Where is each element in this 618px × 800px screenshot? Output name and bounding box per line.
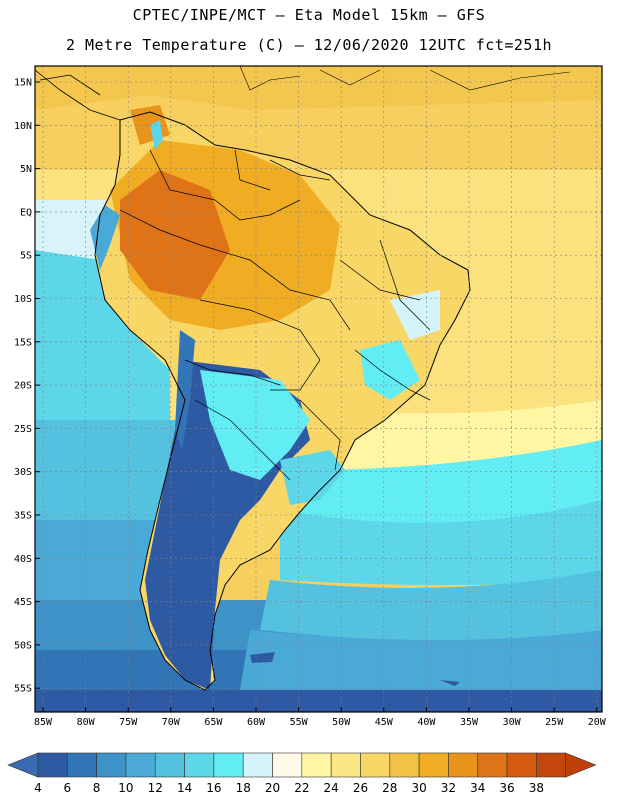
lon-tick-label: 30W <box>503 717 522 728</box>
colorbar-swatch <box>154 752 185 778</box>
lat-tick-label: 5N <box>20 164 32 175</box>
colorbar-swatch <box>506 752 537 778</box>
colorbar-swatch <box>96 752 127 778</box>
lat-tick-label: 10S <box>14 294 32 305</box>
colorbar-swatch <box>360 752 391 778</box>
colorbar-swatch <box>125 752 156 778</box>
colorbar-label: 4 <box>34 781 42 795</box>
axis-ticks: 15N 10N 5N EQ 5S 10S 15S 20S 25S 30S 35S 40S 45S 50S 5… <box>14 78 607 729</box>
chaco-mild <box>200 370 310 480</box>
lon-tick-label: 75W <box>119 717 138 728</box>
colorbar-over-arrow <box>565 752 597 778</box>
lon-tick-label: 65W <box>204 717 223 728</box>
lon-tick-label: 70W <box>162 717 181 728</box>
central-america-coast <box>35 69 121 121</box>
colorbar-label: 18 <box>236 781 251 795</box>
lon-tick-label: 35W <box>460 717 479 728</box>
lat-tick-label: 10N <box>14 121 32 132</box>
andes-north <box>90 205 120 270</box>
colorbar-swatch <box>330 752 361 778</box>
colorbar-label: 38 <box>529 781 544 795</box>
lat-tick-label: 15S <box>14 337 32 348</box>
colorbar-swatch <box>242 752 273 778</box>
coastline <box>94 111 471 691</box>
south-georgia <box>440 680 460 686</box>
colorbar-label: 36 <box>499 781 514 795</box>
colorbar-swatch <box>477 752 508 778</box>
colorbar-under-arrow <box>7 752 39 778</box>
colorbar-label: 8 <box>93 781 101 795</box>
lat-tick-label: 45S <box>14 597 32 608</box>
lon-tick-label: 60W <box>247 717 266 728</box>
falklands <box>250 652 275 663</box>
lon-tick-label: 25W <box>545 717 564 728</box>
country-borders <box>119 149 431 481</box>
lon-tick-label: 50W <box>332 717 351 728</box>
colorbar-swatch <box>37 752 68 778</box>
colorbar-swatch <box>536 752 566 778</box>
colorbar-label: 16 <box>206 781 221 795</box>
lat-tick-label: EQ <box>20 207 32 218</box>
colorbar-label: 12 <box>148 781 163 795</box>
lon-tick-label: 20W <box>588 717 607 728</box>
lat-tick-label: 40S <box>14 554 32 565</box>
colorbar-swatch <box>389 752 420 778</box>
lat-tick-label: 15N <box>14 78 32 89</box>
lat-tick-label: 5S <box>20 251 32 262</box>
andes-colombia <box>150 120 163 150</box>
atlantic-band-16 <box>290 440 602 528</box>
lat-tick-label: 20S <box>14 381 32 392</box>
lat-tick-label: 35S <box>14 511 32 522</box>
uruguay-mild <box>280 450 345 505</box>
atlantic-band-14 <box>280 500 602 585</box>
lon-tick-label: 80W <box>77 717 96 728</box>
colorbar-label: 28 <box>382 781 397 795</box>
ocean-south-4 <box>35 690 602 712</box>
chart-title: CPTEC/INPE/MCT – Eta Model 15km – GFS <box>132 6 486 24</box>
map-frame <box>34 65 603 713</box>
caribbean-warm <box>35 66 602 110</box>
colorbar-swatch <box>184 752 215 778</box>
colorbar-label: 34 <box>470 781 485 795</box>
lon-tick-label: 55W <box>290 717 309 728</box>
caribbean-islands <box>239 66 571 91</box>
lat-tick-label: 25S <box>14 424 32 435</box>
colorbar-label: 32 <box>441 781 456 795</box>
colorbar: 4 6 8 10 12 14 16 18 20 22 24 26 28 30 32 34 36 38 <box>7 752 597 795</box>
lon-tick-label: 40W <box>417 717 436 728</box>
lon-tick-label: 85W <box>34 717 53 728</box>
colorbar-swatch <box>418 752 449 778</box>
colorbar-label: 14 <box>177 781 192 795</box>
colorbar-label: 26 <box>353 781 368 795</box>
colorbar-label: 20 <box>265 781 280 795</box>
colorbar-label: 22 <box>294 781 309 795</box>
colorbar-swatch <box>67 752 97 778</box>
colorbar-swatch <box>272 752 303 778</box>
lat-tick-label: 55S <box>14 684 32 695</box>
map-field <box>35 66 602 712</box>
atlantic-band-12 <box>260 570 602 644</box>
amazon-hot <box>120 170 230 300</box>
colorbar-swatch <box>301 752 332 778</box>
colorbar-label: 24 <box>324 781 339 795</box>
lon-tick-label: 45W <box>375 717 394 728</box>
colorbar-label: 10 <box>118 781 133 795</box>
colorbar-label: 6 <box>63 781 71 795</box>
colorbar-label: 30 <box>411 781 426 795</box>
lat-tick-label: 30S <box>14 467 32 478</box>
colorbar-swatch <box>213 752 244 778</box>
chart-subtitle: 2 Metre Temperature (C) – 12/06/2020 12U… <box>65 36 553 54</box>
lat-tick-label: 50S <box>14 640 32 651</box>
colorbar-swatch <box>448 752 479 778</box>
